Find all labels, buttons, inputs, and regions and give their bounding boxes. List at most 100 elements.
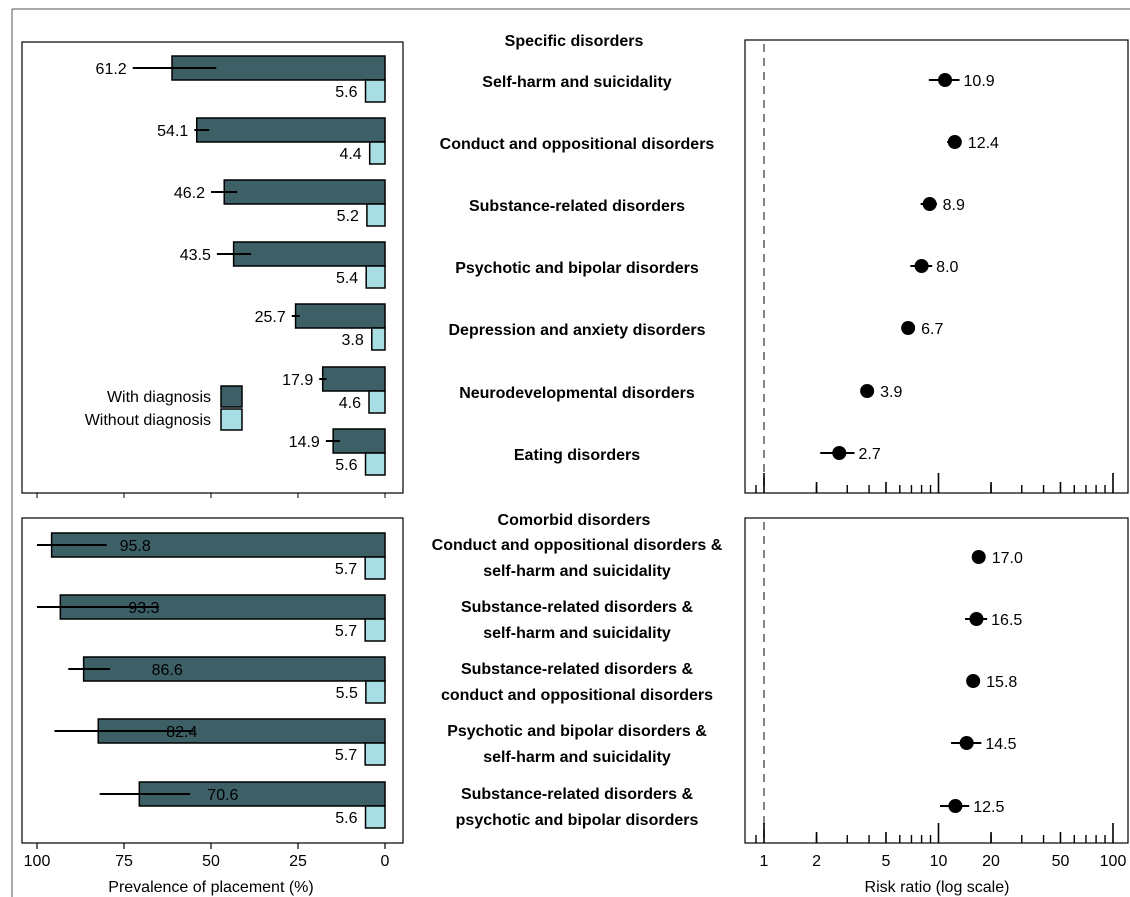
specific-rr-point-2 — [922, 197, 937, 211]
comorbid-bar-without-3 — [364, 742, 386, 766]
comorbid-label-without-0: 5.7 — [335, 561, 357, 578]
comorbid-rr-label-0: 17.0 — [992, 550, 1023, 567]
specific-bar-with-6 — [332, 428, 386, 454]
specific-bar-without-0 — [364, 79, 386, 103]
category-label-comorbid-0-line-0: Conduct and oppositional disorders & — [432, 537, 723, 554]
comorbid-xtick-label-5: 50 — [1052, 853, 1070, 870]
specific-label-with-4: 25.7 — [255, 309, 286, 326]
specific-rr-label-2: 8.9 — [943, 197, 965, 214]
bar-panel-specific: 5.6 61.2 4.4 54.1 5.2 46.2 5.4 43.5 3.8 25.7 4.6 17… — [21, 41, 404, 498]
specific-label-without-3: 5.4 — [336, 270, 358, 287]
specific-bar-without-1 — [368, 141, 386, 165]
comorbid-forest-frame — [744, 517, 1129, 844]
category-label-specific-0: Self-harm and suicidality — [482, 74, 671, 91]
category-labels-comorbid: Conduct and oppositional disorders & self… — [432, 537, 723, 829]
comorbid-label-with-1: 93.3 — [128, 600, 159, 617]
specific-bar-with-2 — [223, 179, 386, 205]
specific-label-with-0: 61.2 — [96, 61, 127, 78]
legend-swatch-1 — [220, 408, 243, 431]
comorbid-bar-with-2 — [82, 656, 386, 682]
category-label-comorbid-1-line-1: self-harm and suicidality — [483, 625, 671, 642]
comorbid-bar-without-1 — [364, 618, 386, 642]
comorbid-xtick-label-0: 100 — [24, 853, 51, 870]
comorbid-label-without-1: 5.7 — [335, 623, 357, 640]
comorbid-rr-point-3 — [959, 736, 974, 750]
comorbid-rr-label-1: 16.5 — [991, 612, 1022, 629]
comorbid-xtick-label-6: 100 — [1100, 853, 1127, 870]
comorbid-label-without-4: 5.6 — [335, 810, 357, 827]
specific-rr-point-5 — [860, 384, 875, 398]
comorbid-label-with-3: 82.4 — [166, 724, 197, 741]
specific-rr-point-4 — [901, 321, 916, 335]
comorbid-xtick-label-3: 10 — [930, 853, 948, 870]
comorbid-rr-label-3: 14.5 — [985, 736, 1016, 753]
specific-label-with-6: 14.9 — [289, 434, 320, 451]
comorbid-xtick-label-0: 1 — [760, 853, 769, 870]
comorbid-rr-label-2: 15.8 — [986, 674, 1017, 691]
legend-label-1: Without diagnosis — [85, 412, 211, 429]
comorbid-bar-without-4 — [364, 805, 386, 829]
comorbid-rr-point-1 — [969, 612, 984, 626]
category-label-comorbid-2-line-1: conduct and oppositional disorders — [441, 687, 713, 704]
forest-panel-specific: 10.9 12.4 8.9 8.0 6.7 3.9 2.7 — [744, 39, 1129, 494]
category-label-specific-6: Eating disorders — [514, 447, 640, 464]
comorbid-label-with-2: 86.6 — [152, 662, 183, 679]
specific-bar-without-2 — [366, 203, 386, 227]
comorbid-rr-point-2 — [966, 674, 981, 688]
category-label-comorbid-0-line-1: self-harm and suicidality — [483, 563, 671, 580]
category-label-comorbid-4-line-0: Substance-related disorders & — [461, 786, 694, 803]
forest-panel-comorbid: 1 2 5 10 20 50 100 17.0 16.5 15.8 14.5 12.5 — [744, 517, 1129, 870]
comorbid-xtick-label-4: 20 — [982, 853, 1000, 870]
specific-label-without-4: 3.8 — [342, 332, 364, 349]
legend-swatch-0 — [220, 385, 243, 408]
specific-label-without-2: 5.2 — [337, 208, 359, 225]
bar-panel-comorbid: 5.7 95.8 5.7 93.3 5.5 86.6 5.7 82.4 5.6 70.6 100 75… — [21, 517, 404, 870]
specific-label-with-3: 43.5 — [180, 247, 211, 264]
comorbid-frame — [21, 517, 404, 844]
forest-x-axis-label: Risk ratio (log scale) — [865, 879, 1010, 896]
category-labels-specific: Self-harm and suicidality Conduct and opp… — [440, 74, 715, 464]
comorbid-bar-without-0 — [364, 556, 386, 580]
specific-rr-point-0 — [938, 73, 953, 87]
specific-bar-without-5 — [368, 390, 386, 414]
specific-bar-with-5 — [321, 366, 386, 392]
specific-forest-frame — [744, 39, 1129, 494]
specific-label-without-1: 4.4 — [339, 146, 361, 163]
specific-rr-label-0: 10.9 — [964, 73, 995, 90]
comorbid-label-with-4: 70.6 — [207, 787, 238, 804]
specific-rr-label-4: 6.7 — [921, 321, 943, 338]
comorbid-rr-point-4 — [948, 799, 963, 813]
specific-bar-without-6 — [364, 452, 386, 476]
specific-label-with-1: 54.1 — [157, 123, 188, 140]
comorbid-rr-label-4: 12.5 — [973, 799, 1004, 816]
category-label-specific-2: Substance-related disorders — [469, 198, 685, 215]
category-label-specific-5: Neurodevelopmental disorders — [459, 385, 695, 402]
specific-rr-label-6: 2.7 — [858, 446, 880, 463]
category-label-comorbid-3-line-0: Psychotic and bipolar disorders & — [447, 723, 707, 740]
comorbid-label-with-0: 95.8 — [120, 538, 151, 555]
category-label-specific-1: Conduct and oppositional disorders — [440, 136, 715, 153]
comorbid-label-without-2: 5.5 — [336, 685, 358, 702]
category-label-comorbid-1-line-0: Substance-related disorders & — [461, 599, 694, 616]
comorbid-bar-without-2 — [365, 680, 386, 704]
specific-bar-without-4 — [371, 327, 386, 351]
specific-label-without-0: 5.6 — [335, 84, 357, 101]
category-label-comorbid-2-line-0: Substance-related disorders & — [461, 661, 694, 678]
bar-x-axis-label: Prevalence of placement (%) — [108, 879, 313, 896]
specific-label-without-6: 5.6 — [335, 457, 357, 474]
specific-rr-label-1: 12.4 — [968, 135, 999, 152]
legend: With diagnosis Without diagnosis — [85, 385, 243, 431]
specific-label-with-2: 46.2 — [174, 185, 205, 202]
section-title-comorbid: Comorbid disorders — [498, 512, 651, 529]
specific-rr-point-1 — [947, 135, 962, 149]
comorbid-xtick-label-2: 50 — [202, 853, 220, 870]
specific-bar-with-4 — [294, 303, 386, 329]
comorbid-xtick-label-3: 25 — [289, 853, 307, 870]
specific-rr-point-3 — [914, 259, 929, 273]
section-title-specific: Specific disorders — [505, 33, 644, 50]
legend-label-0: With diagnosis — [107, 389, 211, 406]
specific-frame — [21, 41, 404, 494]
category-label-comorbid-4-line-1: psychotic and bipolar disorders — [456, 812, 699, 829]
category-label-specific-3: Psychotic and bipolar disorders — [455, 260, 699, 277]
